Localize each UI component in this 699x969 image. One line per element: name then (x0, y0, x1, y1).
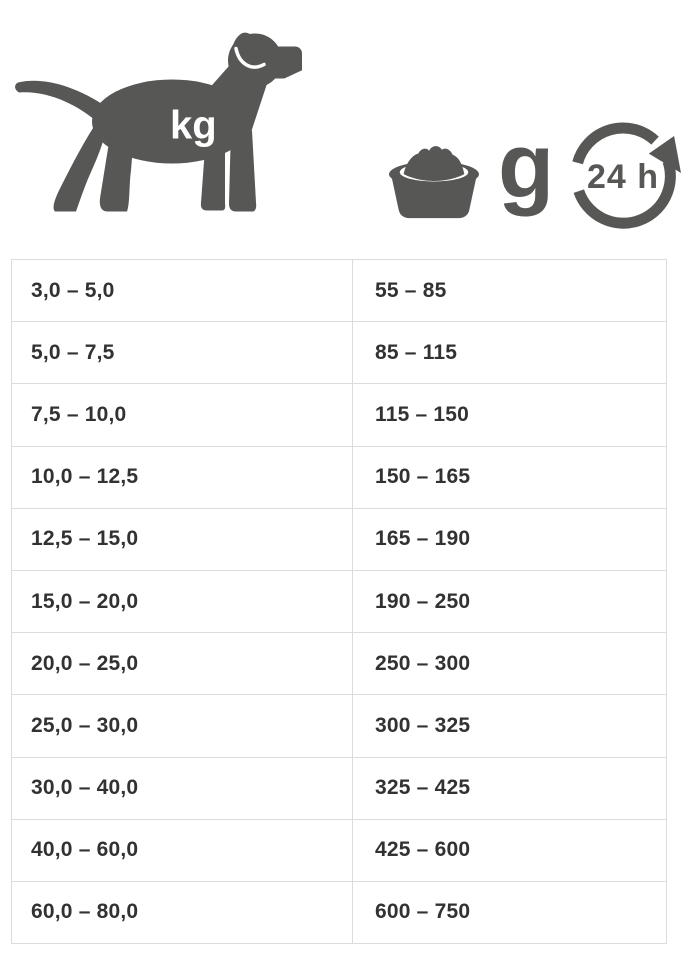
ear-outline (234, 46, 266, 69)
table-row: 3,0 – 5,0 55 – 85 (12, 260, 666, 323)
weight-range-cell: 10,0 – 12,5 (12, 446, 353, 508)
table-row: 15,0 – 20,0 190 – 250 (12, 570, 666, 634)
weight-range-cell: 60,0 – 80,0 (12, 881, 353, 944)
portion-cell: 600 – 750 (375, 900, 471, 924)
weight-range-cell: 7,5 – 10,0 (12, 384, 353, 446)
portion-cell: 300 – 325 (375, 713, 471, 737)
portion-cell: 325 – 425 (375, 776, 471, 800)
weight-range-cell: 5,0 – 7,5 (12, 322, 353, 384)
weight-range-cell: 30,0 – 40,0 (12, 757, 353, 819)
portion-cell: 85 – 115 (375, 340, 458, 364)
weight-range-cell: 12,5 – 15,0 (12, 508, 353, 570)
period-label: 24 h (587, 158, 659, 196)
table-row: 25,0 – 30,0 300 – 325 (12, 695, 666, 758)
feeding-table: 3,0 – 5,0 55 – 85 5,0 – 7,5 85 – 115 7,5 – 1… (11, 259, 667, 945)
24h-cycle-icon: 24 h (572, 122, 681, 229)
dog-silhouette-icon: kg (15, 32, 308, 212)
food-bowl-icon (389, 146, 479, 219)
table-row: 40,0 – 60,0 425 – 600 (12, 819, 666, 882)
table-row: 7,5 – 10,0 115 – 150 (12, 384, 666, 447)
table-row: 5,0 – 7,5 85 – 115 (12, 322, 666, 385)
table-row: 10,0 – 12,5 150 – 165 (12, 446, 666, 509)
weight-range-cell: 20,0 – 25,0 (12, 633, 353, 695)
weight-range-cell: 25,0 – 30,0 (12, 695, 353, 757)
portion-cell: 425 – 600 (375, 838, 471, 862)
weight-range-cell: 15,0 – 20,0 (12, 570, 353, 633)
weight-range-cell: 3,0 – 5,0 (12, 260, 353, 322)
grams-label: g (498, 115, 555, 217)
portion-cell: 250 – 300 (375, 651, 471, 675)
portion-cell: 165 – 190 (375, 527, 471, 551)
table-row: 30,0 – 40,0 325 – 425 (12, 757, 666, 820)
portion-cell: 55 – 85 (375, 278, 447, 302)
kg-label: kg (170, 104, 217, 148)
table-row: 12,5 – 15,0 165 – 190 (12, 508, 666, 571)
table-row: 60,0 – 80,0 600 – 750 (12, 881, 666, 945)
portion-cell: 150 – 165 (375, 465, 471, 489)
portion-cell: 190 – 250 (375, 589, 471, 613)
portion-cell: 115 – 150 (375, 402, 470, 426)
weight-range-cell: 40,0 – 60,0 (12, 819, 353, 881)
table-row: 20,0 – 25,0 250 – 300 (12, 633, 666, 696)
arrowhead (648, 136, 681, 173)
